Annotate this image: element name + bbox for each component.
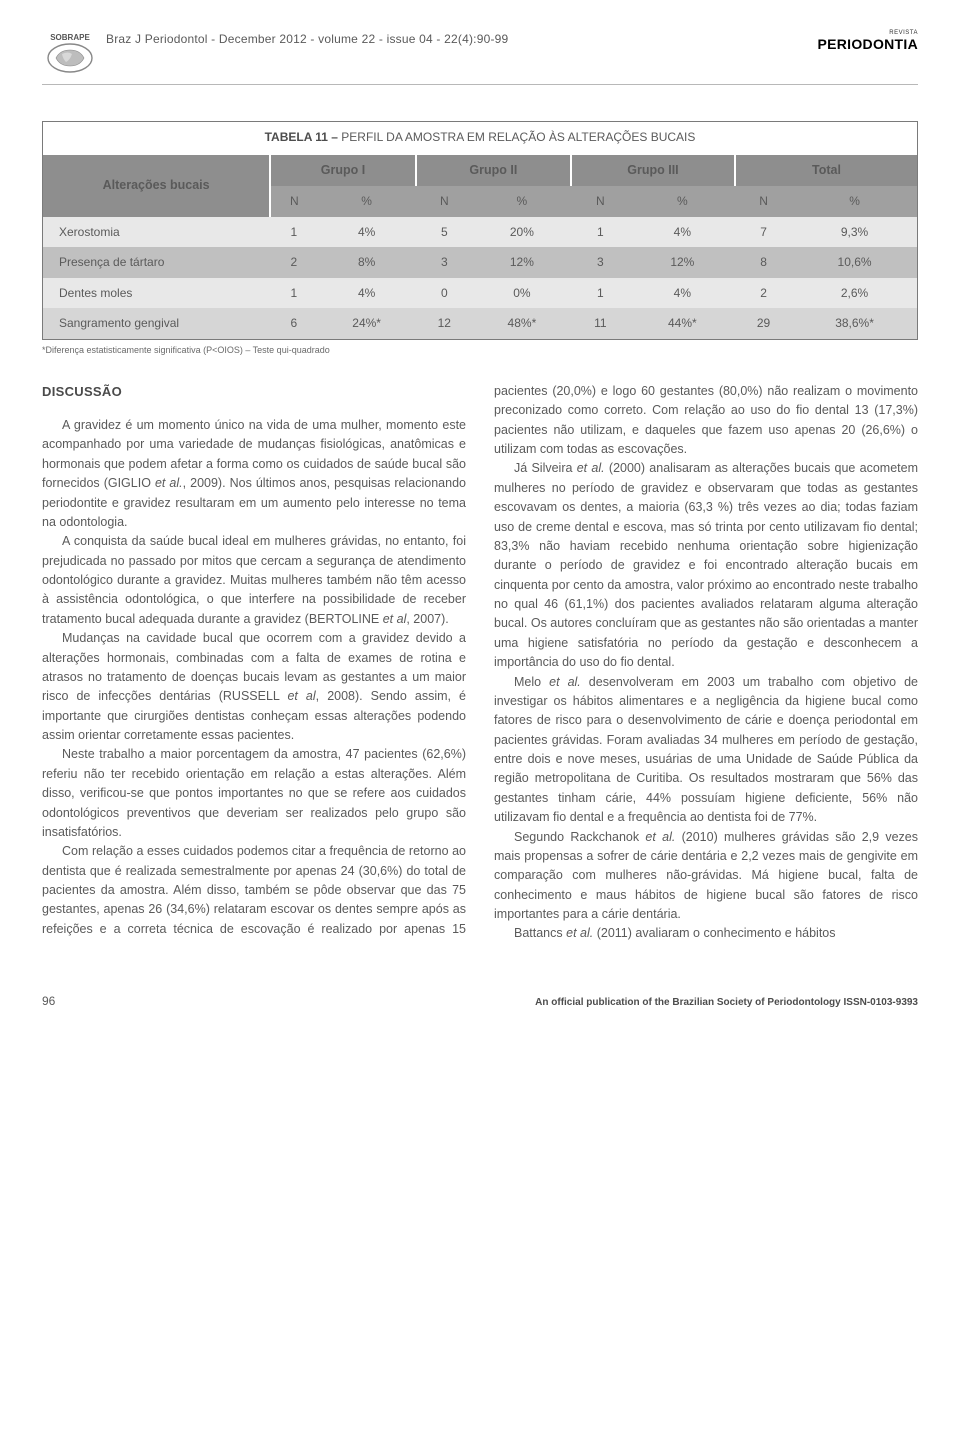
cell: 5 (416, 217, 473, 248)
sobrape-logo-icon: SOBRAPE (42, 30, 98, 78)
sub-col: N (735, 186, 792, 217)
section-heading: DISCUSSÃO (42, 382, 466, 402)
cell: 9,3% (792, 217, 917, 248)
body-columns: DISCUSSÃO A gravidez é um momento único … (42, 382, 918, 944)
page-footer: 96 An official publication of the Brazil… (42, 992, 918, 1011)
table-row: Dentes moles14%00%14%22,6% (43, 278, 917, 309)
cell: 24%* (318, 308, 416, 339)
table-row: Sangramento gengival624%*1248%*1144%*293… (43, 308, 917, 339)
cell: 12% (630, 247, 735, 278)
table-title-rest: PERFIL DA AMOSTRA EM RELAÇÃO ÀS ALTERAÇÕ… (341, 130, 695, 144)
cell: 2,6% (792, 278, 917, 309)
cell: 48%* (473, 308, 571, 339)
cell: 1 (270, 217, 317, 248)
row-label: Sangramento gengival (43, 308, 270, 339)
cell: 8% (318, 247, 416, 278)
sub-col: N (416, 186, 473, 217)
cell: 2 (270, 247, 317, 278)
sub-col: % (792, 186, 917, 217)
data-table: Alterações bucais Grupo I Grupo II Grupo… (43, 155, 917, 339)
table-header-row-1: Alterações bucais Grupo I Grupo II Grupo… (43, 155, 917, 186)
body-paragraph: Melo et al. desenvolveram em 2003 um tra… (494, 673, 918, 828)
table-footnote: *Diferença estatisticamente significativ… (42, 344, 918, 358)
table-title-bold: TABELA 11 – (265, 130, 342, 144)
cell: 4% (318, 217, 416, 248)
sub-col: N (270, 186, 317, 217)
table-11: TABELA 11 – PERFIL DA AMOSTRA EM RELAÇÃO… (42, 121, 918, 340)
body-paragraph: Battancs et al. (2011) avaliaram o conhe… (494, 924, 918, 943)
table-row: Xerostomia14%520%14%79,3% (43, 217, 917, 248)
cell: 38,6%* (792, 308, 917, 339)
running-head: Braz J Periodontol - December 2012 - vol… (106, 30, 508, 49)
cell: 3 (571, 247, 630, 278)
cell: 1 (571, 278, 630, 309)
cell: 44%* (630, 308, 735, 339)
cell: 6 (270, 308, 317, 339)
cell: 4% (630, 278, 735, 309)
logo-text: SOBRAPE (50, 33, 90, 42)
table-row: Presença de tártaro28%312%312%810,6% (43, 247, 917, 278)
body-paragraph: A gravidez é um momento único na vida de… (42, 416, 466, 532)
brand-title: PERIODONTIA (817, 37, 918, 51)
cell: 20% (473, 217, 571, 248)
cell: 12% (473, 247, 571, 278)
cell: 0% (473, 278, 571, 309)
header-rule (42, 84, 918, 85)
page-number: 96 (42, 992, 55, 1011)
row-label: Dentes moles (43, 278, 270, 309)
page-header: SOBRAPE Braz J Periodontol - December 20… (42, 30, 918, 78)
cell: 0 (416, 278, 473, 309)
cell: 4% (318, 278, 416, 309)
body-paragraph: Segundo Rackchanok et al. (2010) mulhere… (494, 828, 918, 925)
sub-col: % (318, 186, 416, 217)
table-title: TABELA 11 – PERFIL DA AMOSTRA EM RELAÇÃO… (43, 122, 917, 155)
cell: 7 (735, 217, 792, 248)
cell: 3 (416, 247, 473, 278)
body-paragraph: Neste trabalho a maior porcentagem da am… (42, 745, 466, 842)
sub-col: % (473, 186, 571, 217)
cell: 29 (735, 308, 792, 339)
table-body: Xerostomia14%520%14%79,3%Presença de tár… (43, 217, 917, 339)
cell: 8 (735, 247, 792, 278)
col-group: Total (735, 155, 917, 186)
row-header-label: Alterações bucais (43, 155, 270, 217)
row-label: Xerostomia (43, 217, 270, 248)
publication-line: An official publication of the Brazilian… (535, 995, 918, 1011)
col-group: Grupo II (416, 155, 571, 186)
body-paragraph: Já Silveira et al. (2000) analisaram as … (494, 459, 918, 672)
cell: 2 (735, 278, 792, 309)
row-label: Presença de tártaro (43, 247, 270, 278)
body-paragraph: Mudanças na cavidade bucal que ocorrem c… (42, 629, 466, 745)
col-group: Grupo III (571, 155, 735, 186)
cell: 4% (630, 217, 735, 248)
cell: 1 (270, 278, 317, 309)
logo-block: SOBRAPE Braz J Periodontol - December 20… (42, 30, 508, 78)
cell: 10,6% (792, 247, 917, 278)
col-group: Grupo I (270, 155, 416, 186)
body-paragraph: A conquista da saúde bucal ideal em mulh… (42, 532, 466, 629)
sub-col: N (571, 186, 630, 217)
cell: 1 (571, 217, 630, 248)
sub-col: % (630, 186, 735, 217)
journal-brand: REVISTA PERIODONTIA (817, 30, 918, 51)
cell: 12 (416, 308, 473, 339)
cell: 11 (571, 308, 630, 339)
